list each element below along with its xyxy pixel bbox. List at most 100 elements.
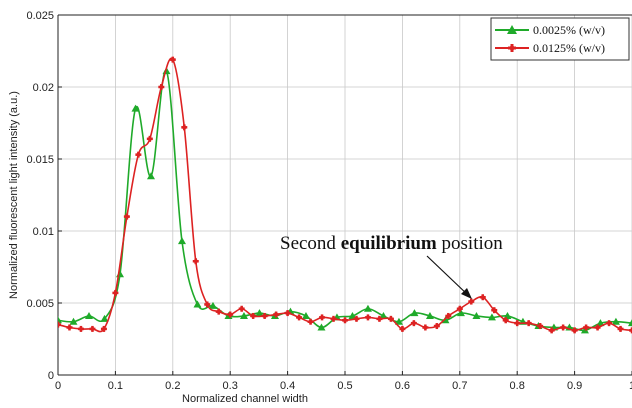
x-tick-label: 0.5 xyxy=(337,380,352,392)
series-2-point xyxy=(525,320,532,327)
x-tick-label: 0.6 xyxy=(395,380,410,392)
series-2-point xyxy=(537,323,544,330)
series-1-point xyxy=(472,311,481,319)
series-2-point xyxy=(606,320,613,327)
series-1-point xyxy=(410,309,419,317)
series-2-point xyxy=(296,314,303,321)
series-1-point xyxy=(394,317,403,325)
series-2-point xyxy=(112,289,119,296)
y-tick-label: 0.005 xyxy=(26,298,54,310)
series-2-point xyxy=(387,315,394,322)
series-2-point xyxy=(123,213,130,220)
series-1-point xyxy=(596,319,605,327)
series-2-point xyxy=(192,258,199,265)
series-1-point xyxy=(255,309,264,317)
y-tick-label: 0.01 xyxy=(33,226,54,238)
series-1-point xyxy=(317,323,326,331)
series-2-point xyxy=(238,305,245,312)
series-2-point xyxy=(548,327,555,334)
series-layer xyxy=(58,56,632,334)
series-2-point xyxy=(135,151,142,158)
series-2 xyxy=(58,56,632,334)
x-tick-label: 0.2 xyxy=(165,380,180,392)
series-1-point xyxy=(84,311,93,319)
y-axis-ticks: 0 0.005 0.01 0.015 0.02 0.025 xyxy=(26,10,62,382)
y-tick-label: 0.02 xyxy=(33,82,54,94)
series-2-point xyxy=(353,315,360,322)
series-2-point xyxy=(468,298,475,305)
x-tick-label: 0.7 xyxy=(452,380,467,392)
series-2-point xyxy=(594,324,601,331)
series-1-point xyxy=(100,314,109,322)
y-tick-label: 0.025 xyxy=(26,10,54,22)
y-tick-label: 0.015 xyxy=(26,154,54,166)
series-1-point xyxy=(487,313,496,321)
series-2-point xyxy=(250,312,257,319)
series-1-point xyxy=(425,311,434,319)
series-2-point xyxy=(399,325,406,332)
series-2-point xyxy=(479,294,486,301)
series-2-point xyxy=(410,320,417,327)
series-2-point xyxy=(307,318,314,325)
series-2-point xyxy=(560,324,567,331)
x-tick-label: 0.1 xyxy=(108,380,123,392)
series-2-point xyxy=(342,317,348,324)
annotation: Second equilibrium position xyxy=(280,233,503,299)
series-2-point xyxy=(514,320,521,327)
series-2-point xyxy=(330,315,337,322)
series-1-point xyxy=(193,300,202,308)
annotation-text: Second equilibrium position xyxy=(280,233,503,254)
series-2-point xyxy=(422,324,429,331)
series-2-point xyxy=(364,314,371,321)
series-1-point xyxy=(628,319,632,327)
series-2-point xyxy=(89,325,96,332)
series-1-point xyxy=(503,311,512,319)
series-1-point xyxy=(379,311,388,319)
x-tick-label: 1 xyxy=(629,380,632,392)
series-1-point xyxy=(58,316,62,324)
series-2-point xyxy=(319,314,326,321)
legend-box xyxy=(490,17,630,61)
x-tick-label: 0.3 xyxy=(223,380,238,392)
series-2-point xyxy=(100,325,107,332)
series-2-point xyxy=(169,56,176,63)
annotation-arrow-line xyxy=(426,255,470,297)
series-1-point xyxy=(611,317,620,325)
series-1-point xyxy=(131,104,140,112)
series-2-point xyxy=(284,310,291,317)
legend-marker-series-1 xyxy=(507,25,517,34)
y-axis-label: Normalized fluorescent light intensity (… xyxy=(8,91,20,299)
series-2-point xyxy=(66,324,73,331)
series-1-point xyxy=(348,311,357,319)
series-2-point xyxy=(583,324,590,331)
series-2-point xyxy=(456,305,463,312)
x-tick-label: 0.4 xyxy=(280,380,295,392)
annotation-arrowhead xyxy=(461,288,472,299)
series-1-point xyxy=(301,311,310,319)
series-2-point xyxy=(204,301,211,308)
series-2-point xyxy=(502,317,509,324)
series-2-point xyxy=(158,84,165,90)
x-axis-label: Normalized channel width xyxy=(182,393,308,405)
series-2-point xyxy=(445,312,452,319)
series-1-point xyxy=(69,317,78,325)
series-2-point xyxy=(58,321,61,328)
series-2-point xyxy=(215,308,222,315)
x-tick-label: 0 xyxy=(55,380,61,392)
x-tick-label: 0.9 xyxy=(567,380,582,392)
series-1-point xyxy=(208,301,217,309)
series-2-point xyxy=(77,325,84,332)
legend-label-series-1: 0.0025% (w/v) xyxy=(533,23,605,37)
series-2-point xyxy=(227,311,234,318)
series-2-point xyxy=(146,135,153,142)
series-1-point xyxy=(456,309,465,317)
series-2-point xyxy=(617,325,624,332)
x-tick-label: 0.8 xyxy=(510,380,525,392)
legend: 0.0025% (w/v) 0.0125% (w/v) xyxy=(490,17,630,61)
y-tick-label: 0 xyxy=(48,370,54,382)
series-2-point xyxy=(261,312,268,319)
series-1-point xyxy=(239,311,248,319)
series-1-point xyxy=(363,304,372,312)
series-2-point xyxy=(433,323,440,330)
